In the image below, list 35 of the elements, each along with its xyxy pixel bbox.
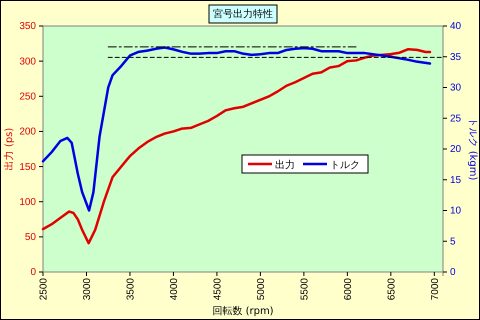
chart-title: 宮号出力特性 <box>213 8 273 20</box>
y-tick-label: 350 <box>19 21 36 32</box>
y-tick-label: 150 <box>19 162 36 173</box>
y2-tick-label: 30 <box>450 82 462 94</box>
y-tick-label: 200 <box>19 126 36 138</box>
x-tick-label: 5500 <box>299 278 310 300</box>
y2-tick-label: 40 <box>450 21 462 32</box>
x-tick-label: 3000 <box>82 278 93 300</box>
y-axis-title: 出力 (ps) <box>3 128 15 170</box>
y-tick-label: 250 <box>19 91 36 102</box>
y2-tick-label: 35 <box>450 52 462 63</box>
x-tick-label: 7000 <box>430 278 441 300</box>
y2-tick-label: 0 <box>450 267 456 278</box>
y2-tick-label: 20 <box>450 144 462 156</box>
y2-tick-label: 10 <box>450 206 462 217</box>
line-series <box>42 48 432 244</box>
y2-tick-label: 25 <box>450 113 462 124</box>
y2-tick-label: 15 <box>450 174 462 186</box>
x-axis-title: 回転数 (rpm) <box>212 306 274 317</box>
x-tick-label: 6500 <box>386 278 398 300</box>
x-tick-label: 3500 <box>125 278 136 300</box>
line-series <box>42 46 432 212</box>
x-tick-label: 4000 <box>168 278 180 300</box>
y-tick-label: 300 <box>19 56 36 68</box>
y-tick-label: 50 <box>24 232 36 244</box>
legend-label: トルク <box>330 160 360 171</box>
y2-tick-label: 5 <box>450 236 456 248</box>
x-tick-label: 4500 <box>212 278 224 300</box>
x-tick-label: 5000 <box>256 278 267 300</box>
y-tick-label: 100 <box>19 196 36 208</box>
legend-label: 出力 <box>275 159 295 171</box>
y2-axis-title: トルク (kgm) <box>467 118 478 181</box>
x-tick-label: 6000 <box>342 278 354 300</box>
y-tick-label: 0 <box>30 267 36 278</box>
x-tick-label: 2500 <box>38 278 50 300</box>
